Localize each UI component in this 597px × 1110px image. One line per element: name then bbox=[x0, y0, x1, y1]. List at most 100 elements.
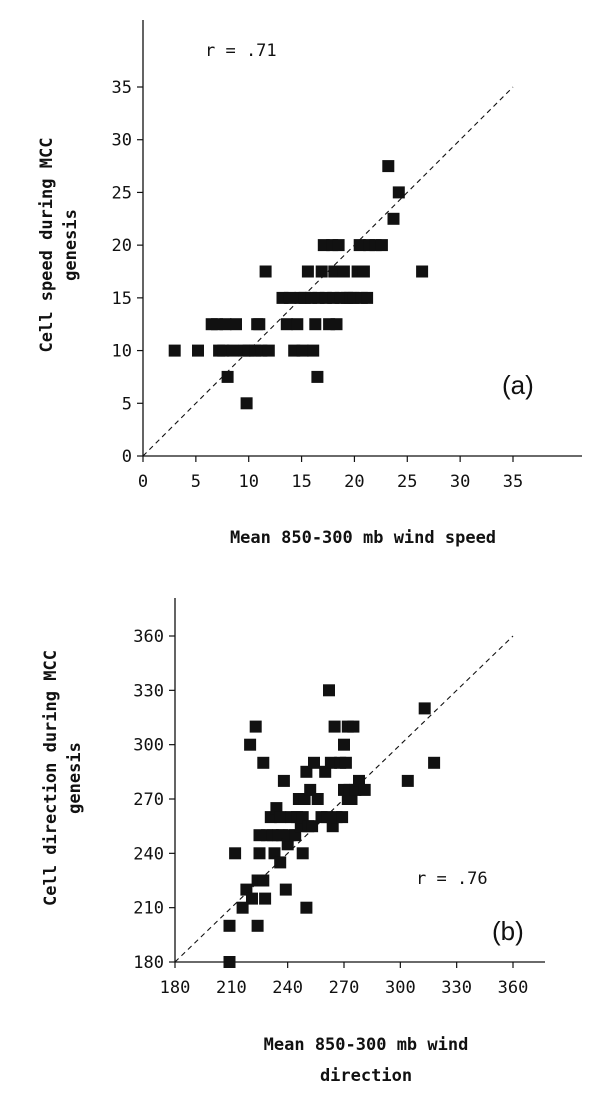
y-tick-label: 5 bbox=[122, 394, 132, 414]
data-point bbox=[249, 720, 262, 733]
x-tick-label: 300 bbox=[385, 978, 416, 998]
y-tick-label: 300 bbox=[133, 736, 164, 756]
data-point bbox=[330, 318, 343, 331]
data-point bbox=[217, 344, 230, 357]
panel-a-annotation: r = .71 bbox=[205, 41, 277, 61]
data-point bbox=[353, 239, 366, 252]
data-point bbox=[416, 265, 429, 278]
panel-b-points bbox=[223, 684, 441, 968]
panel-a-x-axis-label: Mean 850-300 mb wind speed bbox=[230, 528, 496, 548]
data-point bbox=[283, 291, 296, 304]
data-point bbox=[428, 756, 441, 769]
data-point bbox=[192, 344, 204, 357]
data-point bbox=[219, 318, 232, 331]
data-point bbox=[277, 774, 290, 787]
data-point bbox=[223, 919, 236, 932]
data-point bbox=[308, 756, 320, 769]
data-point bbox=[168, 344, 181, 357]
data-point bbox=[257, 756, 270, 769]
x-tick-label: 30 bbox=[450, 472, 470, 492]
panel-b-y-axis-label-line2: genesis bbox=[65, 742, 85, 814]
data-point bbox=[328, 720, 341, 733]
x-tick-label: 210 bbox=[216, 978, 247, 998]
data-point bbox=[375, 239, 388, 252]
data-point bbox=[338, 738, 350, 751]
panel-a-y-ticks: 0 5 10 15 20 25 30 35 bbox=[112, 78, 143, 467]
x-tick-label: 20 bbox=[344, 472, 364, 492]
data-point bbox=[240, 397, 253, 410]
data-point bbox=[336, 811, 349, 824]
y-tick-label: 30 bbox=[112, 131, 132, 151]
data-point bbox=[253, 318, 266, 331]
x-tick-label: 360 bbox=[498, 978, 529, 998]
data-point bbox=[311, 793, 324, 805]
data-point bbox=[262, 344, 275, 357]
panel-b-label: (b) bbox=[492, 916, 524, 946]
data-point bbox=[280, 318, 293, 331]
panel-a-reference-line bbox=[142, 86, 514, 457]
data-point bbox=[337, 265, 350, 278]
data-point bbox=[291, 318, 304, 331]
data-point bbox=[244, 738, 257, 751]
data-point bbox=[315, 265, 328, 278]
y-tick-label: 25 bbox=[112, 183, 132, 203]
data-point bbox=[229, 847, 242, 860]
x-tick-label: 10 bbox=[238, 472, 258, 492]
y-tick-label: 35 bbox=[112, 78, 132, 98]
data-point bbox=[321, 811, 334, 824]
panel-b-chart: 180 210 240 270 300 330 360 180 210 240 270 300 330… bbox=[41, 598, 545, 1086]
data-point bbox=[418, 702, 431, 715]
data-point bbox=[306, 820, 319, 833]
panel-b-x-axis-label-line2: direction bbox=[320, 1066, 412, 1086]
y-tick-label: 180 bbox=[133, 953, 164, 973]
x-tick-label: 270 bbox=[329, 978, 360, 998]
data-point bbox=[296, 847, 309, 860]
data-point bbox=[332, 239, 345, 252]
data-point bbox=[345, 793, 358, 805]
data-point bbox=[259, 892, 272, 905]
data-point bbox=[230, 318, 242, 331]
data-point bbox=[274, 856, 287, 869]
data-point bbox=[274, 811, 287, 824]
data-point bbox=[347, 720, 360, 733]
data-point bbox=[323, 684, 335, 697]
y-tick-label: 240 bbox=[133, 844, 164, 864]
y-tick-label: 360 bbox=[133, 627, 164, 647]
x-tick-label: 240 bbox=[272, 978, 303, 998]
data-point bbox=[401, 774, 414, 787]
data-point bbox=[357, 265, 370, 278]
data-point bbox=[221, 370, 234, 383]
data-point bbox=[236, 901, 249, 914]
data-point bbox=[246, 892, 258, 905]
x-tick-label: 35 bbox=[503, 472, 523, 492]
data-point bbox=[296, 811, 309, 824]
y-tick-label: 0 bbox=[122, 447, 132, 467]
data-point bbox=[358, 783, 371, 796]
data-point bbox=[304, 783, 317, 796]
data-point bbox=[328, 265, 341, 278]
x-tick-label: 180 bbox=[160, 978, 191, 998]
data-point bbox=[300, 901, 313, 914]
y-tick-label: 15 bbox=[112, 289, 132, 309]
y-tick-label: 10 bbox=[112, 342, 132, 362]
y-tick-label: 270 bbox=[133, 790, 164, 810]
data-point bbox=[361, 291, 374, 304]
panel-a-x-ticks: 0 5 10 15 20 25 30 35 bbox=[138, 456, 523, 492]
data-point bbox=[257, 874, 270, 887]
data-point bbox=[223, 956, 236, 968]
panel-a-chart: 0 5 10 15 20 25 30 35 0 5 10 15 20 25 30 35 r = .71 (a… bbox=[37, 20, 582, 548]
panel-b-y-ticks: 180 210 240 270 300 330 360 bbox=[133, 627, 175, 973]
data-point bbox=[226, 344, 239, 357]
data-point bbox=[301, 265, 314, 278]
x-tick-label: 25 bbox=[397, 472, 417, 492]
y-tick-label: 330 bbox=[133, 681, 164, 701]
panel-a-y-axis-label-line1: Cell speed during MCC bbox=[37, 138, 57, 353]
data-point bbox=[387, 212, 400, 225]
x-tick-label: 330 bbox=[441, 978, 472, 998]
data-point bbox=[298, 793, 311, 805]
x-tick-label: 0 bbox=[138, 472, 148, 492]
data-point bbox=[253, 847, 266, 860]
data-point bbox=[259, 265, 272, 278]
data-point bbox=[296, 344, 309, 357]
